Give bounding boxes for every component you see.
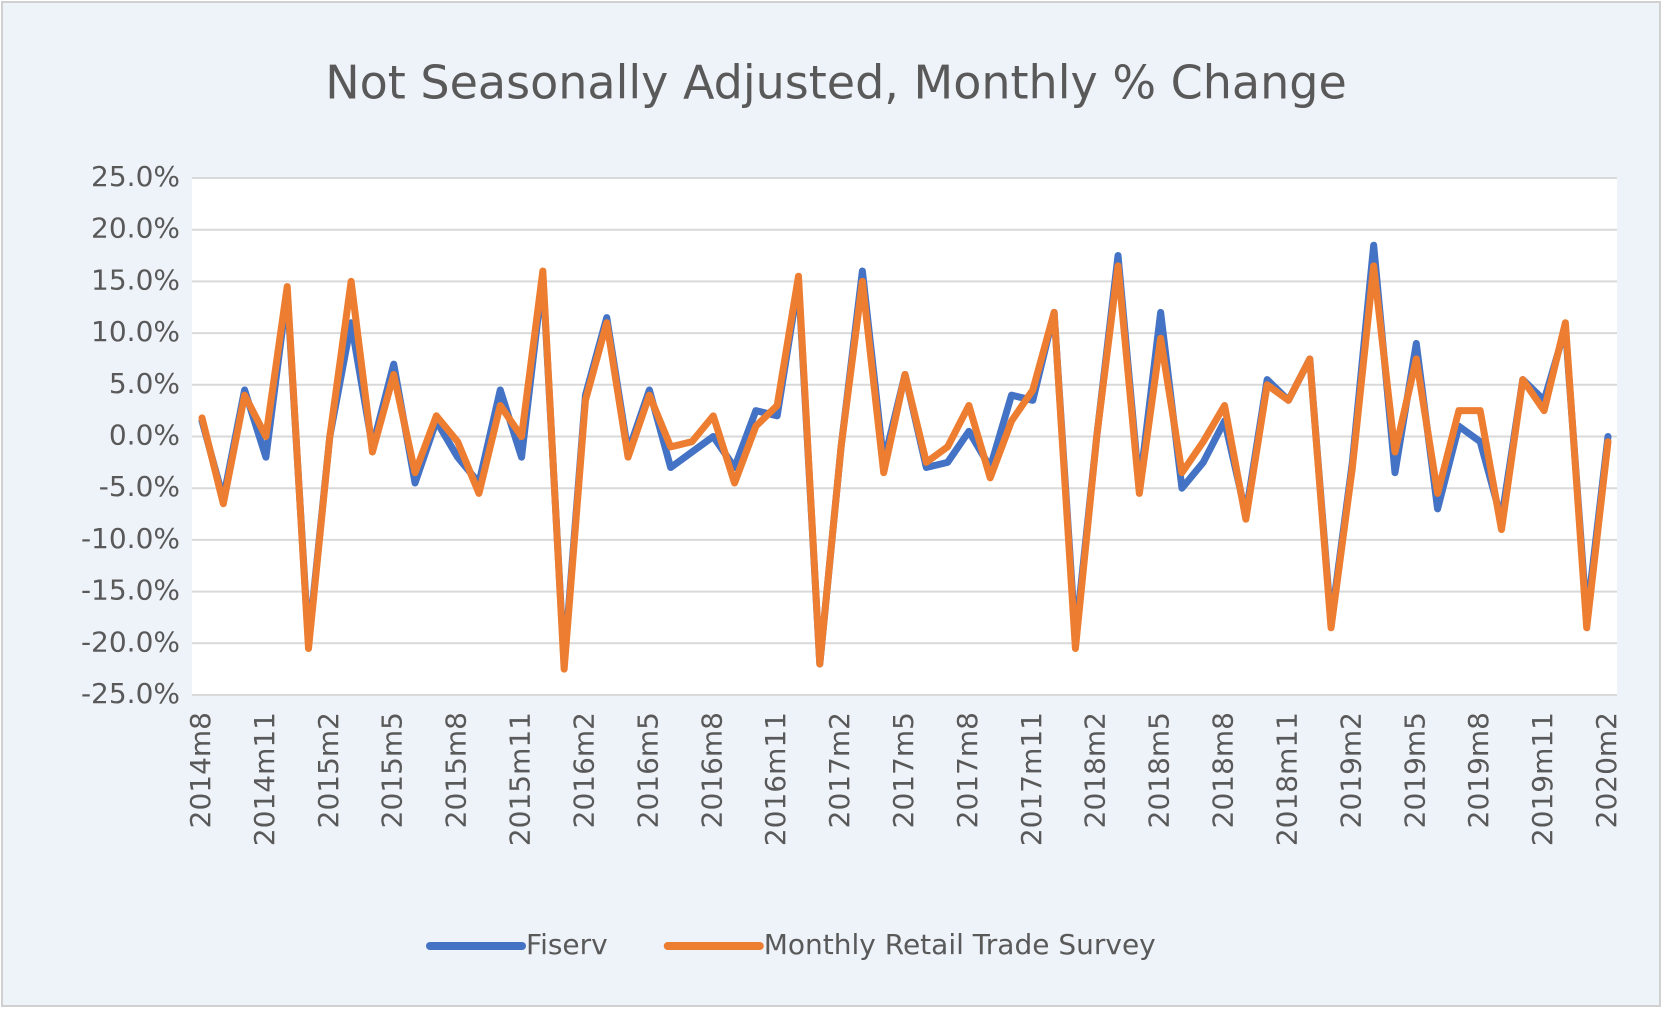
series-line <box>198 262 1612 673</box>
x-tick-label: 2016m5 <box>631 712 664 828</box>
x-tick-label: 2018m5 <box>1143 712 1176 828</box>
x-tick-label: 2017m11 <box>1015 712 1048 846</box>
x-tick-label: 2015m2 <box>312 712 345 828</box>
x-tick-label: 2016m2 <box>567 712 600 828</box>
y-tick-label: -5.0% <box>99 470 180 503</box>
x-tick-label: 2015m11 <box>504 712 537 846</box>
x-tick-label: 2020m2 <box>1590 712 1623 828</box>
x-tick-label: 2015m5 <box>376 712 409 828</box>
x-tick-label: 2018m11 <box>1270 712 1303 846</box>
legend-label: Monthly Retail Trade Survey <box>764 928 1156 961</box>
x-tick-label: 2019m11 <box>1526 712 1559 846</box>
x-tick-label: 2019m8 <box>1462 712 1495 828</box>
x-tick-label: 2014m11 <box>248 712 281 846</box>
legend-label: Fiserv <box>526 928 608 961</box>
chart-title: Not Seasonally Adjusted, Monthly % Chang… <box>325 56 1347 110</box>
x-tick-label: 2016m8 <box>695 712 728 828</box>
y-tick-label: -25.0% <box>81 677 180 710</box>
y-tick-label: 5.0% <box>109 367 180 400</box>
x-tick-label: 2017m5 <box>887 712 920 828</box>
x-tick-label: 2018m2 <box>1079 712 1112 828</box>
y-tick-label: 0.0% <box>109 419 180 452</box>
y-tick-label: -15.0% <box>81 574 180 607</box>
y-tick-label: 25.0% <box>91 160 180 193</box>
x-tick-label: 2017m2 <box>823 712 856 828</box>
y-tick-label: -10.0% <box>81 522 180 555</box>
x-tick-label: 2017m8 <box>951 712 984 828</box>
x-tick-label: 2019m5 <box>1398 712 1431 828</box>
x-tick-label: 2018m8 <box>1207 712 1240 828</box>
y-tick-label: 20.0% <box>91 212 180 245</box>
y-tick-label: 15.0% <box>91 263 180 296</box>
x-tick-label: 2014m8 <box>184 712 217 828</box>
y-tick-label: -20.0% <box>81 625 180 658</box>
x-tick-label: 2019m2 <box>1334 712 1367 828</box>
y-tick-label: 10.0% <box>91 315 180 348</box>
x-tick-label: 2016m11 <box>759 712 792 846</box>
x-tick-label: 2015m8 <box>440 712 473 828</box>
